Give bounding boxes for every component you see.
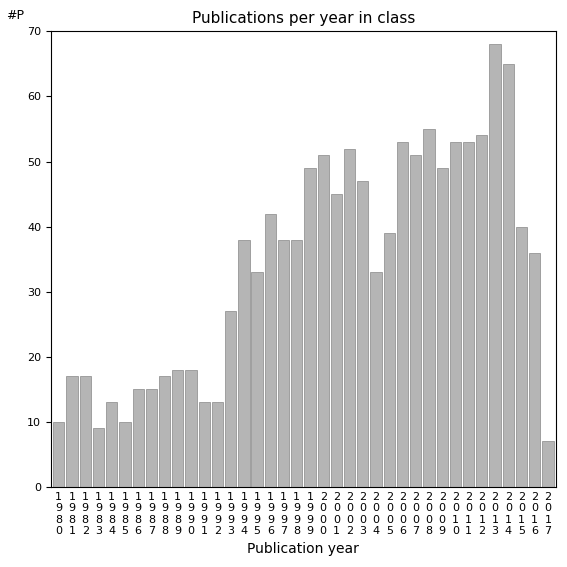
Bar bbox=[503, 64, 514, 486]
Title: Publications per year in class: Publications per year in class bbox=[192, 11, 415, 26]
Bar bbox=[291, 239, 302, 486]
Y-axis label: #P: #P bbox=[6, 9, 24, 22]
Bar bbox=[318, 155, 329, 486]
Bar bbox=[304, 168, 316, 486]
Bar bbox=[106, 402, 117, 486]
Bar bbox=[53, 422, 65, 486]
Bar bbox=[172, 370, 183, 486]
Bar bbox=[370, 272, 382, 486]
Bar bbox=[476, 136, 488, 486]
Bar bbox=[424, 129, 434, 486]
Bar bbox=[410, 155, 421, 486]
Bar bbox=[344, 149, 356, 486]
Bar bbox=[489, 44, 501, 486]
Bar bbox=[66, 376, 78, 486]
Bar bbox=[331, 194, 342, 486]
Bar bbox=[265, 214, 276, 486]
Bar bbox=[146, 389, 157, 486]
Bar bbox=[450, 142, 461, 486]
Bar bbox=[238, 239, 249, 486]
Bar bbox=[357, 181, 369, 486]
Bar bbox=[278, 239, 289, 486]
Bar bbox=[252, 272, 263, 486]
Bar bbox=[463, 142, 474, 486]
Bar bbox=[198, 402, 210, 486]
Bar bbox=[159, 376, 170, 486]
Bar bbox=[437, 168, 448, 486]
Bar bbox=[93, 428, 104, 486]
Bar bbox=[212, 402, 223, 486]
Bar bbox=[397, 142, 408, 486]
Bar bbox=[516, 227, 527, 486]
Bar bbox=[133, 389, 144, 486]
Bar bbox=[119, 422, 130, 486]
Bar bbox=[384, 233, 395, 486]
Bar bbox=[225, 311, 236, 486]
Bar bbox=[543, 441, 553, 486]
X-axis label: Publication year: Publication year bbox=[247, 542, 359, 556]
Bar bbox=[529, 252, 540, 486]
Bar bbox=[185, 370, 197, 486]
Bar bbox=[79, 376, 91, 486]
